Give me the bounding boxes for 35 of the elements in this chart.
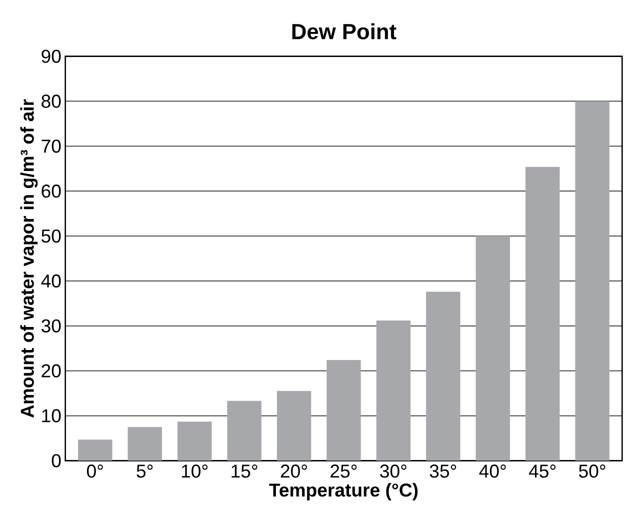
x-tick-label: 50° bbox=[578, 464, 606, 478]
bar bbox=[525, 166, 560, 461]
x-axis-title: Temperature (°C) bbox=[269, 482, 418, 500]
y-axis-title: Amount of water vapor in g/m³ of air bbox=[20, 99, 38, 418]
bar bbox=[326, 360, 361, 461]
x-tick-label: 30° bbox=[380, 464, 406, 478]
y-tick-label: 60 bbox=[42, 184, 61, 198]
bar bbox=[177, 422, 212, 461]
y-tick-label: 0 bbox=[52, 454, 61, 468]
x-tick-label: 40° bbox=[479, 464, 506, 478]
bar bbox=[426, 292, 460, 461]
bar bbox=[227, 400, 262, 461]
x-tick-label: 25° bbox=[330, 464, 357, 478]
y-tick-label: 40 bbox=[41, 274, 61, 288]
y-tick-label: 20 bbox=[42, 364, 61, 378]
x-tick-label: 0° bbox=[86, 464, 103, 478]
y-tick-label: 50 bbox=[42, 229, 61, 243]
bar bbox=[376, 320, 411, 461]
x-tick-label: 15° bbox=[232, 464, 258, 478]
bar bbox=[276, 390, 312, 461]
x-tick-label: 35° bbox=[430, 464, 456, 478]
bar bbox=[476, 236, 510, 461]
y-tick-label: 70 bbox=[42, 140, 61, 153]
y-tick-label: 10 bbox=[42, 409, 61, 422]
y-tick-label: 30 bbox=[41, 319, 61, 332]
y-tick-label: 90 bbox=[42, 50, 61, 63]
y-tick-label: 80 bbox=[42, 94, 61, 108]
x-tick-label: 5° bbox=[136, 464, 153, 478]
chart-title: Dew Point bbox=[292, 23, 396, 40]
bar bbox=[575, 101, 610, 461]
bar bbox=[78, 440, 112, 461]
x-tick-label: 45° bbox=[528, 464, 556, 478]
x-tick-label: 10° bbox=[182, 464, 208, 478]
x-tick-label: 20° bbox=[280, 464, 307, 478]
bar bbox=[128, 426, 162, 461]
